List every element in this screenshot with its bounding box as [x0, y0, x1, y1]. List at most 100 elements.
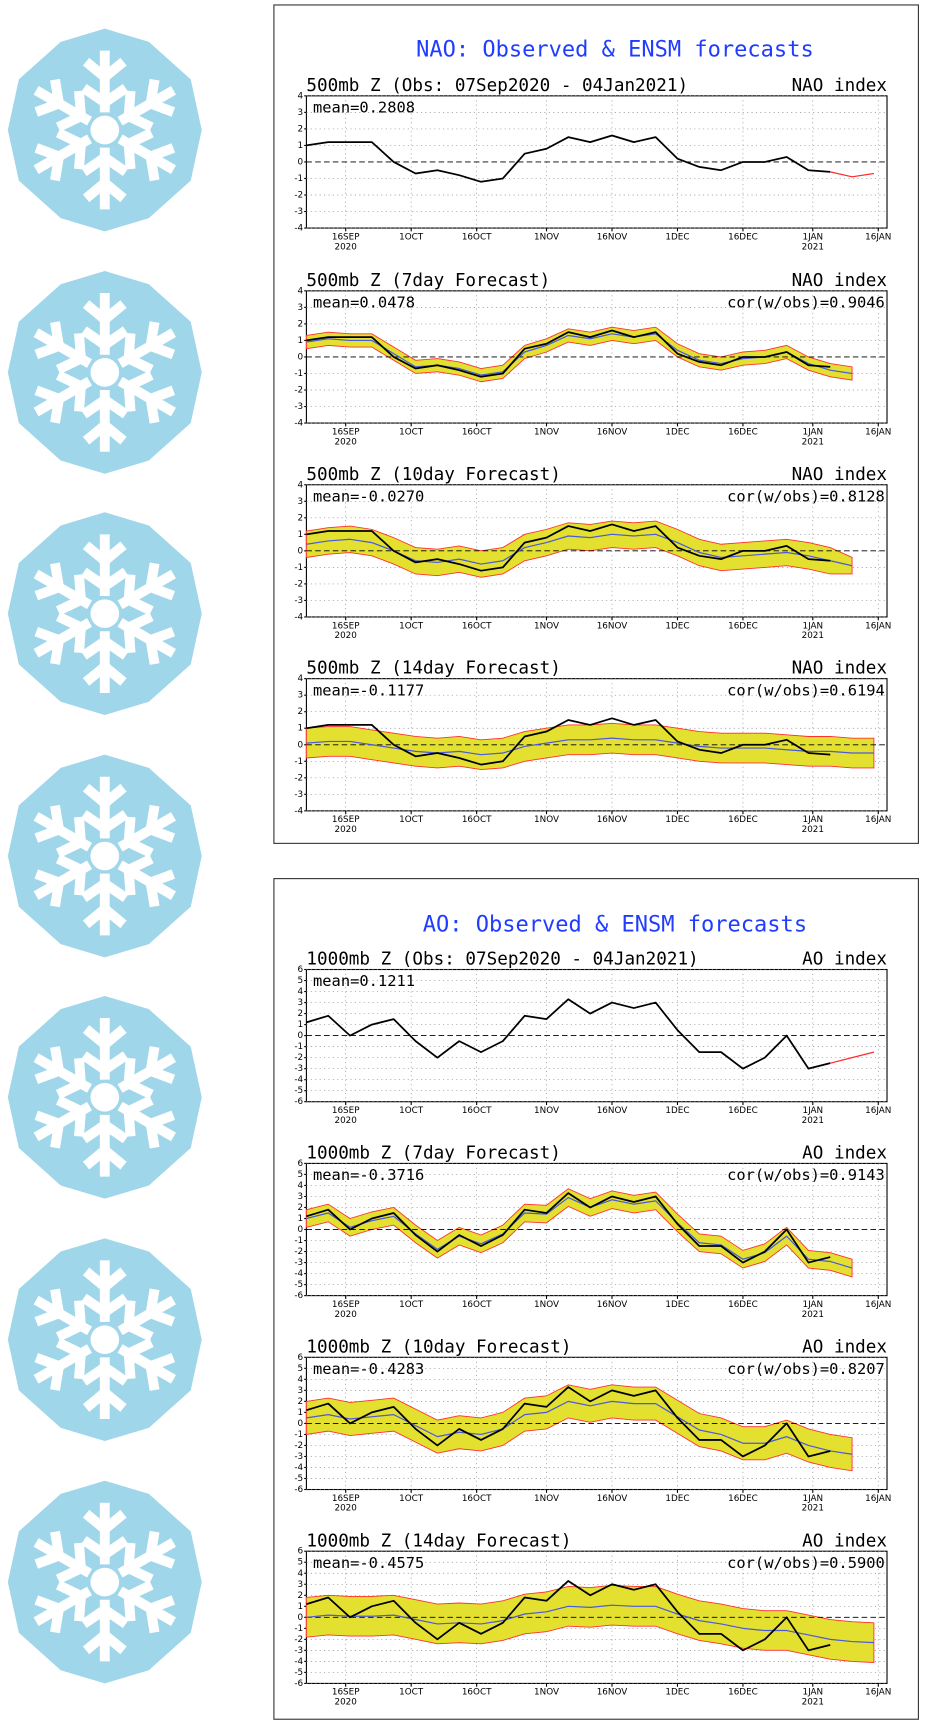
y-tick-label: 6 — [297, 1353, 303, 1363]
y-tick-label: -6 — [294, 1679, 303, 1689]
index-label: AO index — [802, 950, 887, 970]
x-tick-sublabel: 2020 — [334, 242, 357, 252]
x-tick-label: 1DEC — [665, 427, 689, 437]
chart-title: 500mb Z (7day Forecast) — [306, 271, 550, 291]
y-tick-label: 4 — [297, 1181, 303, 1191]
cor-label: cor(w/obs)=0.8207 — [727, 1360, 885, 1378]
x-tick-label: 1JAN — [802, 621, 823, 631]
x-tick-label: 16OCT — [462, 1688, 492, 1698]
x-tick-label: 1NOV — [534, 1494, 559, 1504]
x-tick-sublabel: 2020 — [334, 1310, 357, 1320]
y-tick-label: -1 — [294, 1624, 303, 1634]
x-tick-label: 1JAN — [802, 232, 823, 242]
x-tick-label: 1NOV — [534, 1300, 559, 1310]
x-tick-label: 1DEC — [665, 1688, 689, 1698]
x-tick-label: 16OCT — [462, 232, 492, 242]
x-tick-label: 16NOV — [597, 621, 628, 631]
y-tick-label: 0 — [297, 1225, 303, 1235]
series-line — [306, 1580, 831, 1652]
x-tick-label: 16JAN — [865, 815, 891, 825]
x-tick-label: 16OCT — [462, 1106, 492, 1116]
chart-title: 1000mb Z (Obs: 07Sep2020 - 04Jan2021) — [306, 950, 698, 970]
ensemble-band — [305, 722, 875, 770]
y-tick-label: 4 — [297, 1375, 303, 1385]
x-tick-sublabel: 2020 — [334, 437, 357, 447]
y-tick-label: -2 — [294, 1053, 303, 1063]
chart-title: 1000mb Z (10day Forecast) — [306, 1337, 571, 1357]
y-tick-label: 0 — [297, 352, 303, 362]
snowflake — [8, 512, 202, 715]
mean-label: mean=-0.3716 — [313, 1166, 424, 1184]
y-tick-label: -2 — [294, 1247, 303, 1257]
chart-title: 500mb Z (10day Forecast) — [306, 465, 560, 485]
y-tick-label: 2 — [297, 707, 303, 717]
x-tick-label: 1JAN — [802, 1494, 823, 1504]
series-line — [830, 1051, 875, 1064]
x-tick-label: 16JAN — [865, 1688, 891, 1698]
x-tick-label: 1JAN — [802, 427, 823, 437]
y-tick-label: -4 — [294, 612, 303, 622]
index-label: AO index — [802, 1337, 887, 1357]
y-tick-label: 4 — [297, 286, 303, 296]
y-tick-label: 1 — [297, 530, 303, 540]
y-tick-label: 2 — [297, 319, 303, 329]
y-tick-label: 2 — [297, 1397, 303, 1407]
x-tick-label: 16SEP — [332, 815, 360, 825]
x-tick-label: 1JAN — [802, 815, 823, 825]
x-tick-label: 16OCT — [462, 621, 492, 631]
index-label: NAO index — [792, 76, 887, 96]
y-tick-label: 3 — [297, 108, 303, 118]
x-tick-label: 16JAN — [865, 427, 891, 437]
x-tick-label: 1OCT — [399, 815, 424, 825]
y-tick-label: 4 — [297, 674, 303, 684]
y-tick-label: -5 — [294, 1280, 303, 1290]
snowflake — [8, 755, 202, 958]
y-tick-label: -1 — [294, 1430, 303, 1440]
y-tick-label: 3 — [297, 497, 303, 507]
y-tick-label: -1 — [294, 174, 303, 184]
snowflake — [8, 1481, 202, 1684]
y-tick-label: -6 — [294, 1485, 303, 1495]
x-tick-label: 1DEC — [665, 1494, 689, 1504]
x-tick-label: 16SEP — [332, 1688, 360, 1698]
y-tick-label: -2 — [294, 191, 303, 201]
y-tick-label: -3 — [294, 1258, 303, 1268]
y-tick-label: -3 — [294, 596, 303, 606]
chart-title: 500mb Z (Obs: 07Sep2020 - 04Jan2021) — [306, 76, 688, 96]
x-tick-label: 16NOV — [597, 1494, 628, 1504]
x-tick-label: 16NOV — [597, 1106, 628, 1116]
plot-frame — [305, 95, 888, 229]
y-tick-label: 5 — [297, 976, 303, 986]
x-tick-label: 16NOV — [597, 427, 628, 437]
series-line — [306, 1386, 831, 1458]
mean-label: mean=0.2808 — [313, 98, 415, 116]
snowflakes — [8, 29, 202, 1684]
y-tick-label: -3 — [294, 1452, 303, 1462]
mean-label: mean=-0.4283 — [313, 1360, 424, 1378]
x-tick-sublabel: 2021 — [802, 242, 824, 252]
y-tick-label: -2 — [294, 579, 303, 589]
ensemble-band — [305, 326, 853, 383]
y-tick-label: 6 — [297, 965, 303, 975]
panel-title: AO: Observed & ENSM forecasts — [423, 912, 807, 937]
y-tick-label: -3 — [294, 1064, 303, 1074]
y-tick-label: 2 — [297, 513, 303, 523]
y-tick-label: -3 — [294, 790, 303, 800]
chart-title: 1000mb Z (14day Forecast) — [306, 1531, 571, 1551]
y-tick-label: -5 — [294, 1474, 303, 1484]
x-tick-label: 16DEC — [728, 815, 758, 825]
x-tick-label: 1DEC — [665, 815, 689, 825]
y-tick-label: 2 — [297, 1009, 303, 1019]
y-tick-label: 3 — [297, 691, 303, 701]
x-tick-sublabel: 2021 — [802, 1504, 824, 1514]
y-tick-label: 0 — [297, 1419, 303, 1429]
y-tick-label: -3 — [294, 402, 303, 412]
x-tick-sublabel: 2020 — [334, 631, 357, 641]
snowflake — [8, 996, 202, 1199]
x-tick-label: 16JAN — [865, 232, 891, 242]
y-tick-label: 2 — [297, 1203, 303, 1213]
x-tick-label: 1NOV — [534, 815, 559, 825]
y-tick-label: -4 — [294, 1463, 303, 1473]
x-tick-sublabel: 2021 — [802, 631, 824, 641]
